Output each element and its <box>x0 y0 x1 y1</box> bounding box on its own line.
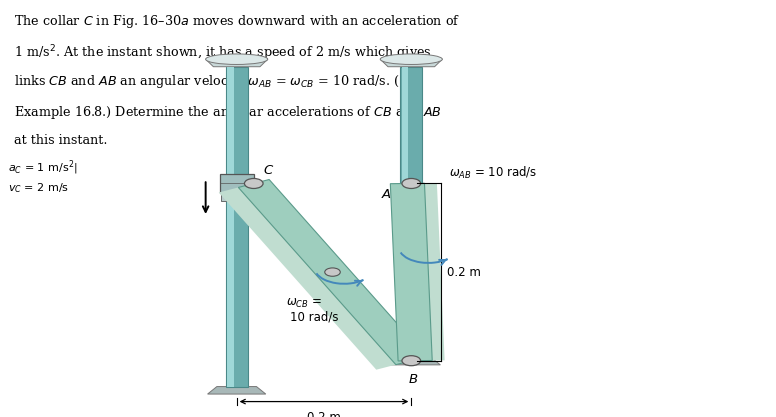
Polygon shape <box>403 183 445 361</box>
Text: 0.2 m: 0.2 m <box>307 411 341 417</box>
Text: $\omega_{AB}$ = 10 rad/s: $\omega_{AB}$ = 10 rad/s <box>449 165 537 181</box>
Text: at this instant.: at this instant. <box>14 134 107 147</box>
Text: $C$: $C$ <box>263 164 274 177</box>
Text: $v_C$ = 2 m/s: $v_C$ = 2 m/s <box>8 181 69 196</box>
Ellipse shape <box>206 54 268 65</box>
Polygon shape <box>220 174 254 193</box>
Text: 10 rad/s: 10 rad/s <box>290 311 338 324</box>
Polygon shape <box>238 180 427 364</box>
Circle shape <box>402 178 421 188</box>
Ellipse shape <box>380 54 442 65</box>
Text: $A$: $A$ <box>381 188 392 201</box>
Text: 0.2 m: 0.2 m <box>447 266 481 279</box>
Text: $a_C$ = 1 m/s$^2$|: $a_C$ = 1 m/s$^2$| <box>8 158 78 177</box>
Polygon shape <box>221 193 246 201</box>
Polygon shape <box>380 59 442 67</box>
Polygon shape <box>208 387 265 394</box>
Polygon shape <box>206 59 268 67</box>
Polygon shape <box>219 185 407 370</box>
Text: $\omega_{CB}$ =: $\omega_{CB}$ = <box>286 297 322 310</box>
Polygon shape <box>402 67 408 357</box>
Text: $B$: $B$ <box>407 373 418 386</box>
Polygon shape <box>390 183 432 361</box>
Text: Example 16.8.) Determine the angular accelerations of $CB$ and $AB$: Example 16.8.) Determine the angular acc… <box>14 104 442 121</box>
Text: links $CB$ and $AB$ an angular velocity $\omega_{AB}$ = $\omega_{CB}$ = 10 rad/s: links $CB$ and $AB$ an angular velocity … <box>14 73 424 90</box>
Circle shape <box>325 268 341 276</box>
Circle shape <box>244 178 263 188</box>
Text: 1 m/s$^2$. At the instant shown, it has a speed of 2 m/s which gives: 1 m/s$^2$. At the instant shown, it has … <box>14 43 431 63</box>
Polygon shape <box>400 67 422 357</box>
Polygon shape <box>227 67 234 387</box>
Circle shape <box>402 356 421 366</box>
Polygon shape <box>226 67 248 387</box>
Polygon shape <box>383 357 441 365</box>
Text: The collar $C$ in Fig. 16–30$a$ moves downward with an acceleration of: The collar $C$ in Fig. 16–30$a$ moves do… <box>14 13 460 30</box>
